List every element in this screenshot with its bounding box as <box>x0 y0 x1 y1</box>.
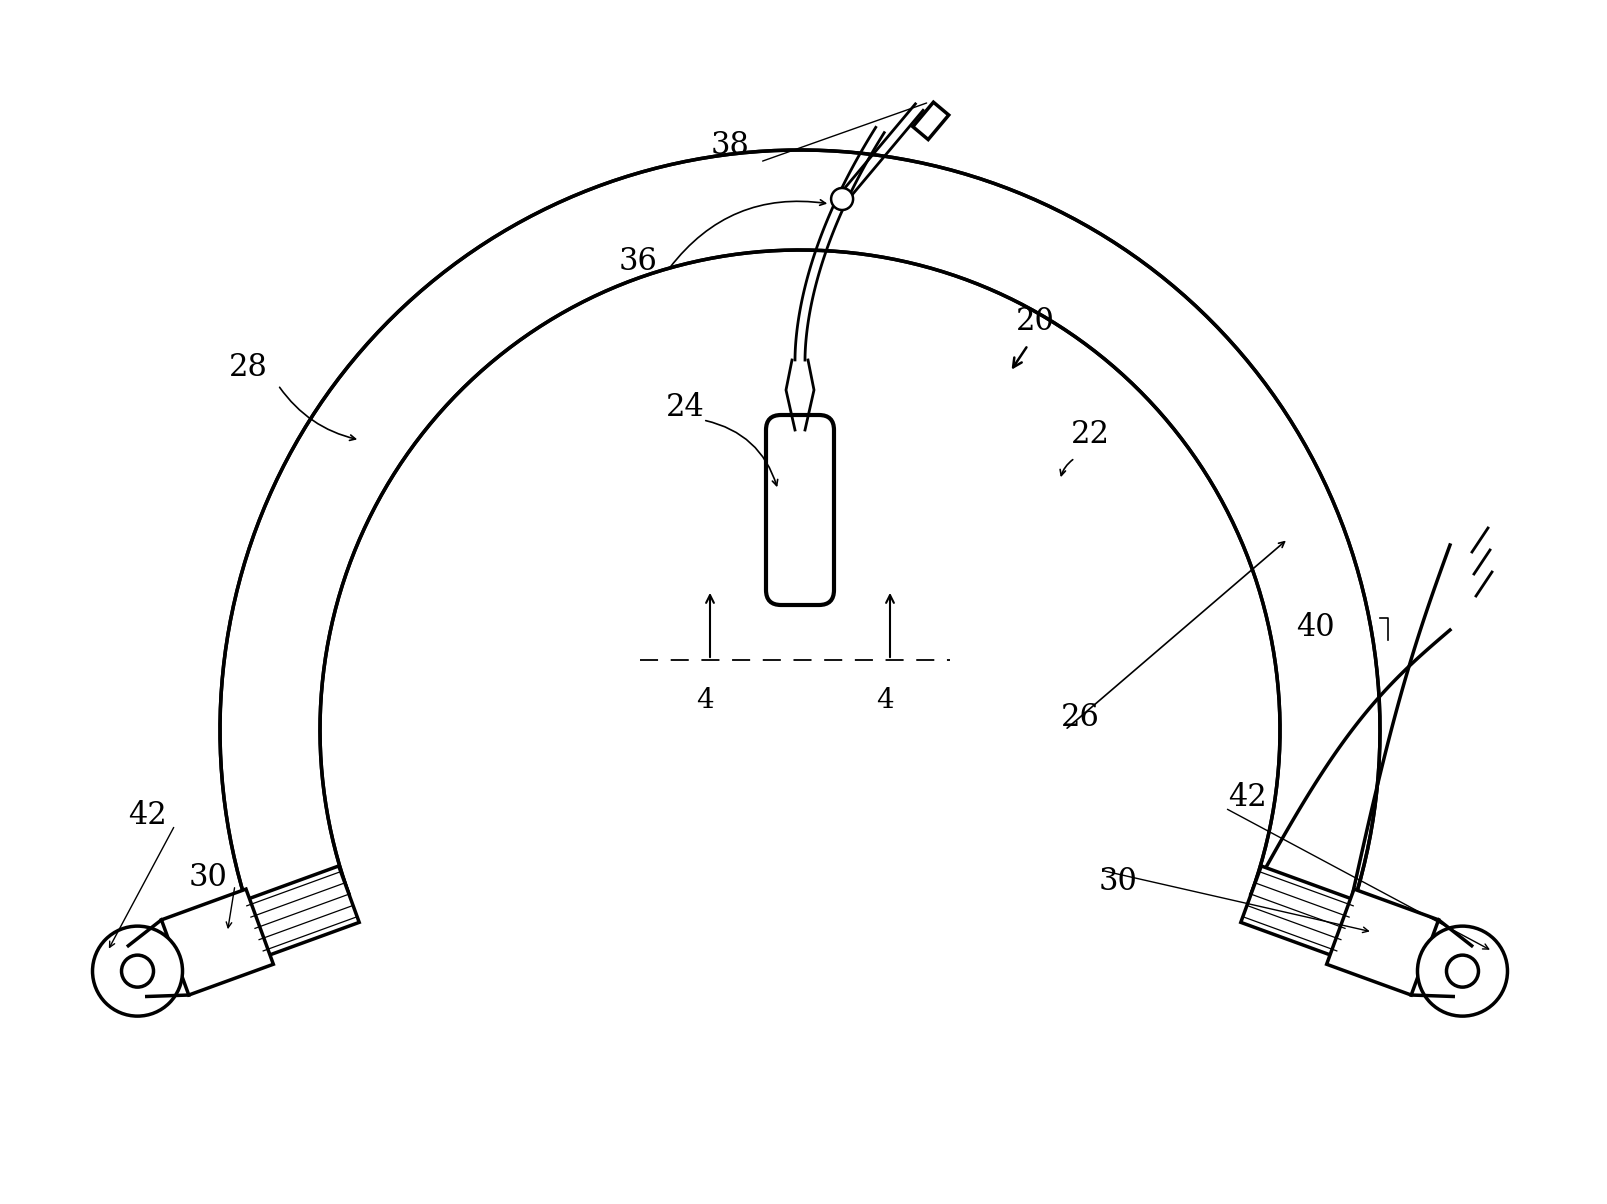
Text: 36: 36 <box>619 247 657 277</box>
Text: 42: 42 <box>1228 783 1266 814</box>
Polygon shape <box>1241 866 1355 956</box>
Circle shape <box>1417 926 1506 1016</box>
Polygon shape <box>220 150 1379 928</box>
Polygon shape <box>244 866 358 956</box>
Text: 30: 30 <box>188 862 227 893</box>
Polygon shape <box>913 102 948 140</box>
Text: 30: 30 <box>1098 867 1136 897</box>
Circle shape <box>122 955 153 987</box>
Text: 4: 4 <box>696 686 714 714</box>
FancyBboxPatch shape <box>765 415 834 604</box>
Text: 26: 26 <box>1061 702 1099 733</box>
Text: 22: 22 <box>1070 419 1109 450</box>
Text: 42: 42 <box>129 799 167 831</box>
Polygon shape <box>1326 889 1438 995</box>
Text: 20: 20 <box>1016 307 1054 337</box>
Text: 38: 38 <box>710 130 749 160</box>
Circle shape <box>93 926 183 1016</box>
Text: 24: 24 <box>665 393 704 424</box>
Text: 4: 4 <box>876 686 893 714</box>
Circle shape <box>1446 955 1477 987</box>
Text: 28: 28 <box>228 353 267 384</box>
Polygon shape <box>161 889 273 995</box>
Text: 40: 40 <box>1295 613 1334 643</box>
Circle shape <box>831 188 853 209</box>
